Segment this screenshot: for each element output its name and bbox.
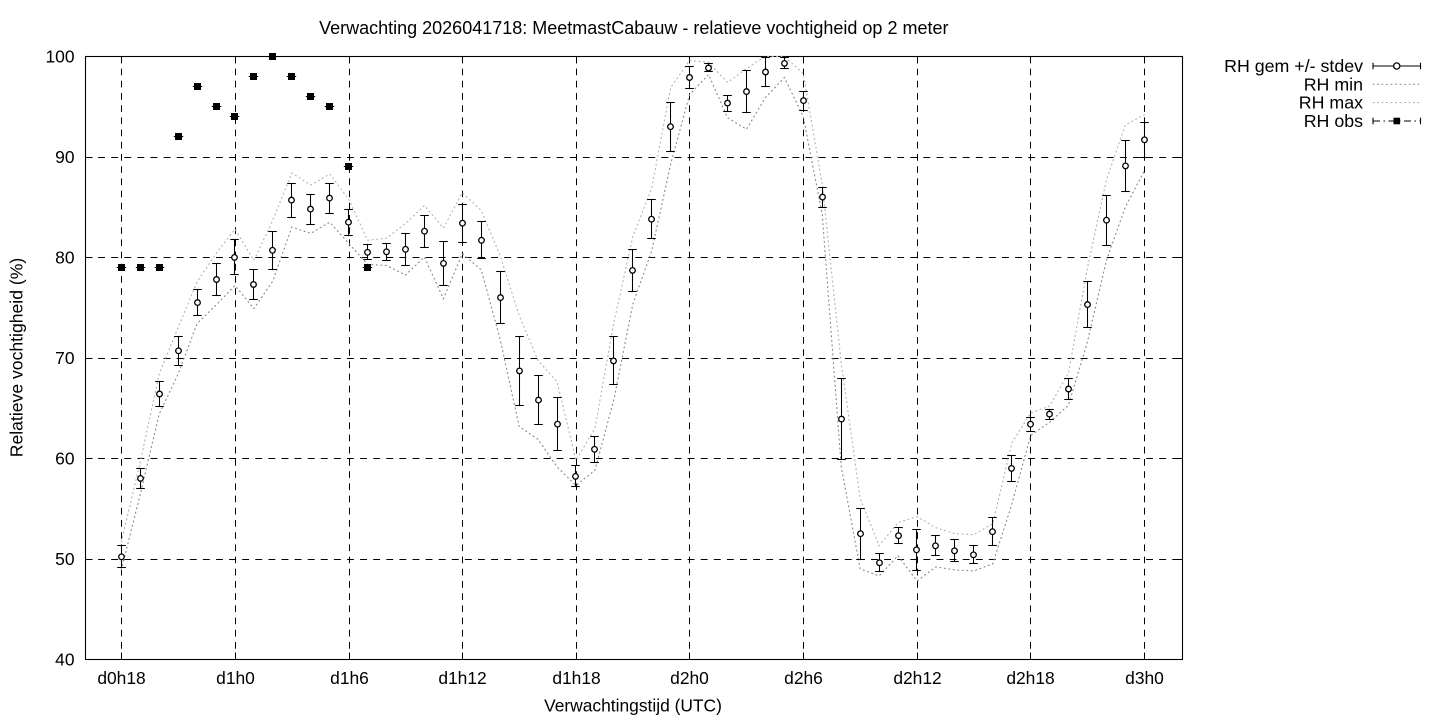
svg-text:60: 60: [55, 449, 74, 469]
svg-text:RH min: RH min: [1304, 74, 1363, 94]
svg-text:d1h0: d1h0: [216, 668, 255, 688]
svg-text:d2h12: d2h12: [893, 668, 941, 688]
svg-text:Verwachting 2026041718: Meetma: Verwachting 2026041718: MeetmastCabauw -…: [319, 18, 948, 38]
svg-text:d2h6: d2h6: [784, 668, 823, 688]
svg-text:50: 50: [55, 549, 74, 569]
svg-text:90: 90: [55, 147, 74, 167]
svg-text:RH max: RH max: [1299, 93, 1363, 113]
svg-text:d2h18: d2h18: [1006, 668, 1054, 688]
svg-text:100: 100: [45, 47, 74, 67]
svg-text:d1h12: d1h12: [438, 668, 486, 688]
svg-text:Relatieve vochtigheid (%): Relatieve vochtigheid (%): [7, 258, 27, 458]
svg-text:d1h6: d1h6: [330, 668, 369, 688]
svg-text:80: 80: [55, 248, 74, 268]
svg-text:Verwachtingstijd (UTC): Verwachtingstijd (UTC): [544, 696, 722, 716]
svg-text:d3h0: d3h0: [1125, 668, 1164, 688]
svg-text:40: 40: [55, 650, 74, 670]
svg-text:d1h18: d1h18: [552, 668, 600, 688]
svg-text:d0h18: d0h18: [97, 668, 145, 688]
svg-text:RH obs: RH obs: [1304, 111, 1363, 131]
svg-text:RH gem +/- stdev: RH gem +/- stdev: [1224, 56, 1363, 76]
svg-text:d2h0: d2h0: [670, 668, 709, 688]
svg-text:70: 70: [55, 348, 74, 368]
